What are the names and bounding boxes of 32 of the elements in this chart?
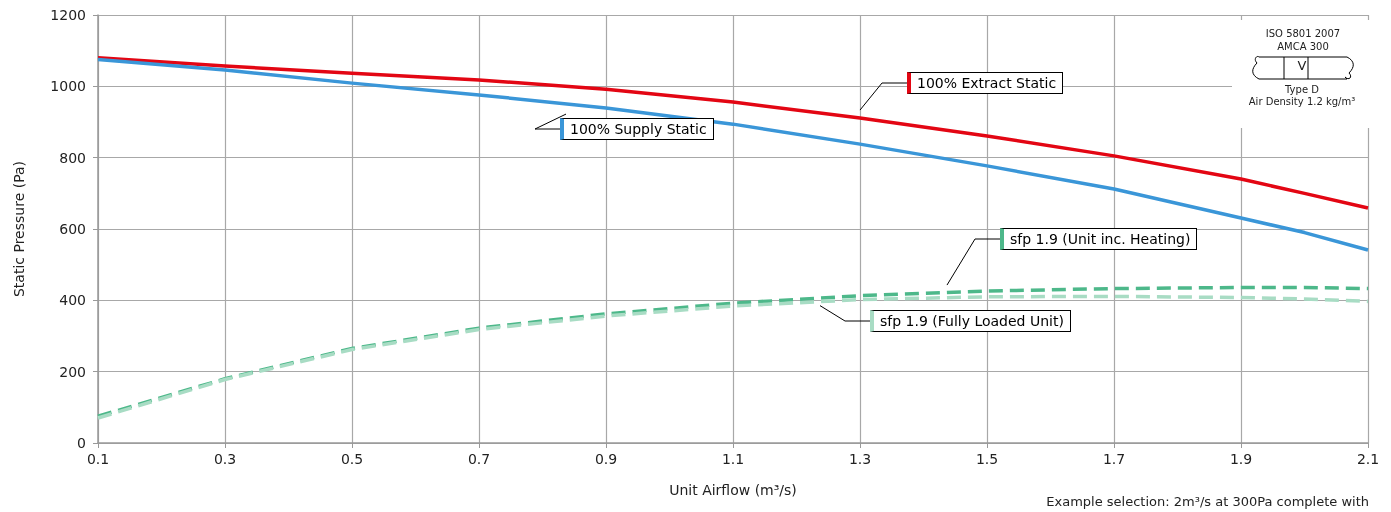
text: sfp 1.9 (Unit inc. Heating) <box>1000 228 1198 250</box>
x-tick-label: 0.9 <box>594 451 618 467</box>
x-tick-label: 0.1 <box>86 451 110 467</box>
y-axis-title: Static Pressure (Pa) <box>11 160 27 298</box>
y-tick-label: 1200 <box>50 7 86 23</box>
annotation: AMCA 300 <box>1277 41 1329 53</box>
x-tick-label: 0.3 <box>213 451 237 467</box>
x-tick-label: 1.3 <box>848 451 872 467</box>
x-tick-label: 0.5 <box>340 451 364 467</box>
text: 100% Extract Static <box>907 72 1064 94</box>
annotation: V <box>1297 58 1307 73</box>
y-tick-label: 0 <box>77 435 86 451</box>
annotation: Type D <box>1285 84 1319 96</box>
line-series <box>96 57 1370 252</box>
x-tick-label: 1.1 <box>721 451 745 467</box>
x-tick-label: 1.7 <box>1102 451 1126 467</box>
series-label: 100% Supply Static <box>560 118 714 140</box>
x-tick-label: 2.1 <box>1356 451 1380 467</box>
line-series <box>96 56 1370 210</box>
y-tick-label: 1000 <box>50 78 86 95</box>
series-label: sfp 1.9 (Fully Loaded Unit) <box>870 310 1071 332</box>
y-tick-label: 800 <box>59 149 86 166</box>
y-tick-label: 600 <box>59 221 86 237</box>
x-tick-label: 0.7 <box>467 451 491 467</box>
x-axis-title: Unit Airflow (m³/s) <box>669 482 797 498</box>
annotation: Air Density 1.2 kg/m³ <box>1248 96 1356 108</box>
y-tick-label: 400 <box>59 292 86 309</box>
text: Example selection: 2m³/s at 300Pa complete with <box>1046 494 1369 509</box>
annotation: ISO 5801 2007 <box>1265 28 1341 40</box>
y-tick-label: 200 <box>59 363 86 380</box>
x-tick-label: 1.5 <box>975 451 999 467</box>
x-tick-label: 1.9 <box>1229 451 1253 467</box>
